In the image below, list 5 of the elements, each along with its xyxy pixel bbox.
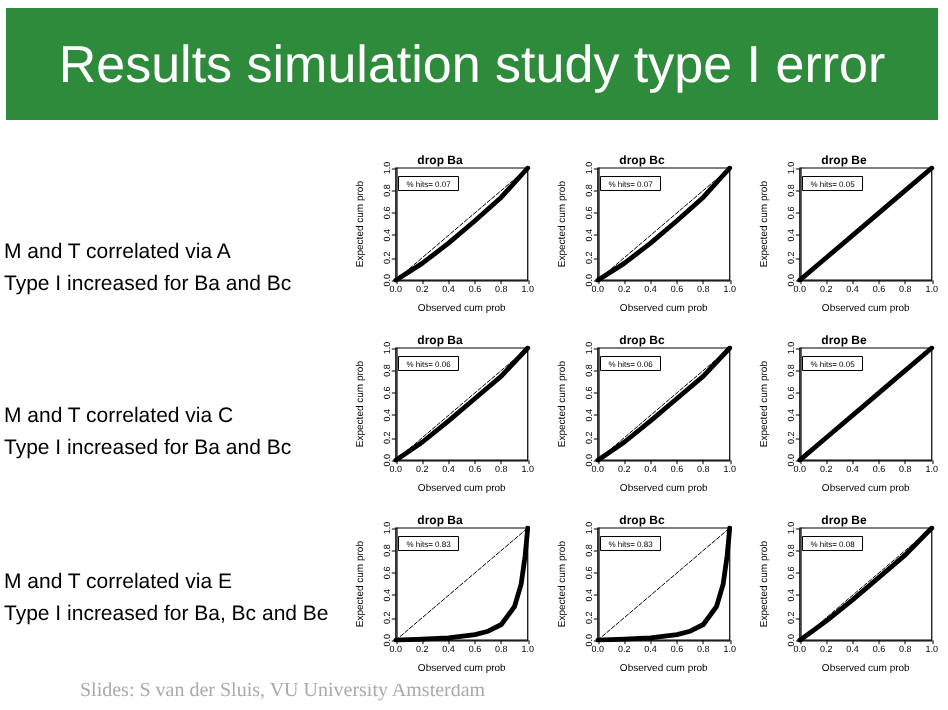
text: Results simulation study type I error: [6, 8, 938, 120]
text: M and T correlated via C Type I increased for Ba and Bc: [4, 402, 292, 464]
text: M and T correlated via A Type I increased for Ba and Bc: [4, 238, 292, 300]
text: Slides: S van der Sluis, VU University Amsterdam: [80, 680, 486, 704]
text: M and T correlated via E Type I increased for Ba, Bc and Be: [4, 568, 329, 630]
